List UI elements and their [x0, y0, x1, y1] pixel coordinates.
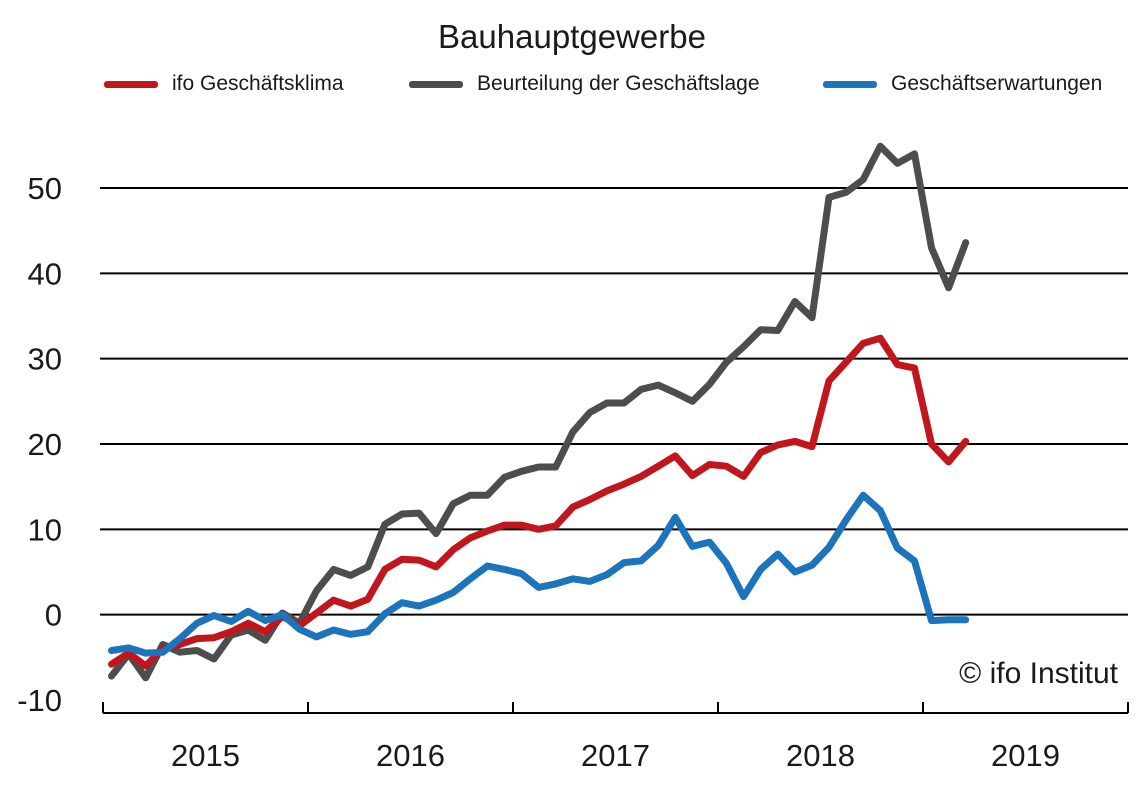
legend-swatch-geschaeftserwartungen	[823, 80, 877, 88]
x-tick-label: 2015	[171, 738, 240, 773]
x-tick-label: 2019	[991, 738, 1060, 773]
series-line-gesch-ftserwartungen	[108, 491, 970, 657]
series-line-beurteilung-der-gesch-ftslage	[108, 142, 970, 682]
legend-item-geschaeftserwartungen: Geschäftserwartungen	[823, 72, 1102, 96]
chart-title: Bauhauptgewerbe	[438, 18, 706, 55]
y-tick-label: 20	[28, 427, 62, 462]
x-tick-label: 2016	[376, 738, 445, 773]
legend-item-geschaeftsklima: ifo Geschäftsklima	[104, 72, 344, 96]
legend-label-geschaeftsklima: ifo Geschäftsklima	[172, 72, 344, 95]
legend: ifo Geschäftsklima Beurteilung der Gesch…	[0, 72, 1144, 102]
x-tick-label: 2018	[786, 738, 855, 773]
y-tick-label: 10	[28, 512, 62, 547]
y-tick-label: 0	[45, 598, 62, 633]
legend-swatch-geschaeftslage	[409, 80, 463, 88]
x-tick-label: 2017	[581, 738, 650, 773]
series-line-ifo-gesch-ftsklima	[108, 334, 970, 670]
legend-label-geschaeftserwartungen: Geschäftserwartungen	[891, 72, 1103, 95]
y-tick-label: -10	[17, 683, 62, 718]
legend-item-geschaeftslage: Beurteilung der Geschäftslage	[409, 72, 760, 96]
y-tick-label: 40	[28, 256, 62, 291]
legend-label-geschaeftslage: Beurteilung der Geschäftslage	[477, 72, 760, 95]
copyright-note: © ifo Institut	[959, 657, 1118, 690]
y-tick-label: 30	[28, 342, 62, 377]
y-tick-label: 50	[28, 171, 62, 206]
legend-swatch-geschaeftsklima	[104, 80, 158, 88]
